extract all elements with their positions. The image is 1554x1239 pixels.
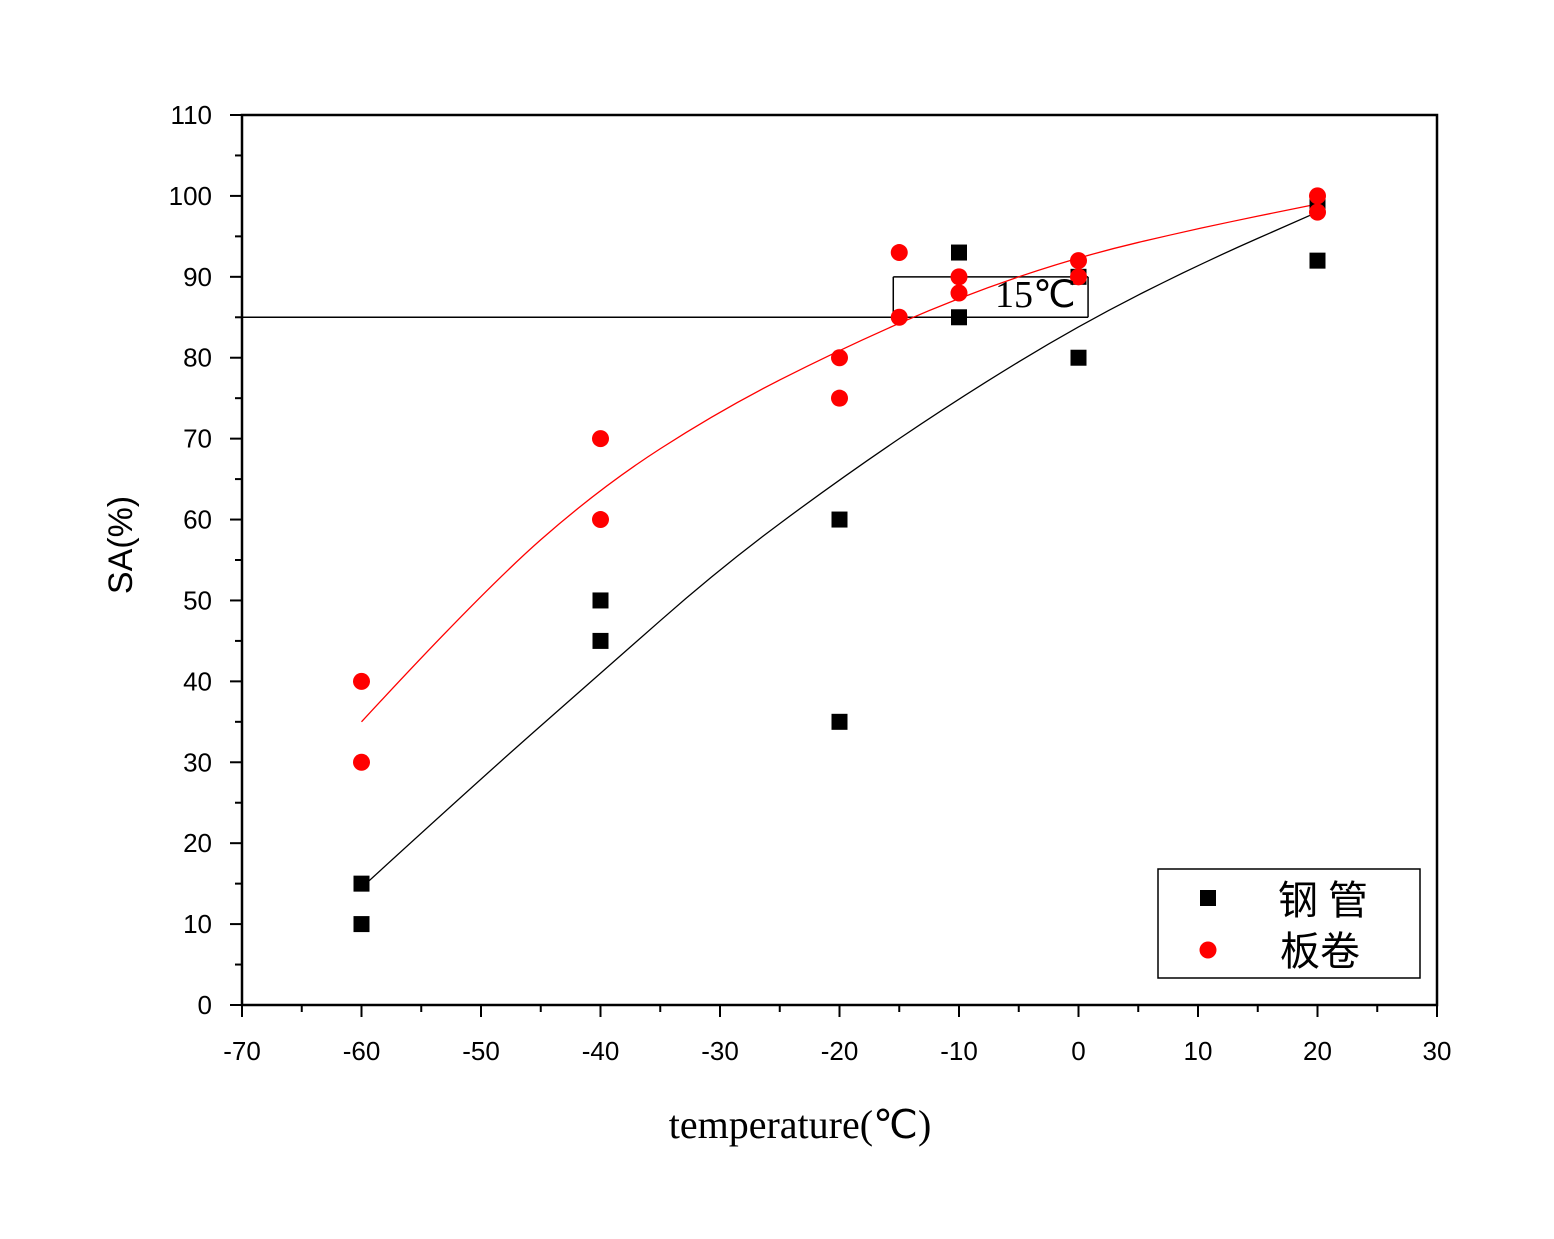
y-tick-label: 80	[183, 343, 212, 373]
y-tick-labels: 0 10 20 30 40 50 60 70 80 90 100 110	[169, 100, 212, 1020]
legend: 钢 管 板卷	[1157, 868, 1421, 979]
data-point-square	[951, 244, 967, 261]
y-tick-label: 70	[183, 424, 212, 454]
data-point-circle	[592, 511, 609, 529]
x-tick-label: -40	[582, 1036, 620, 1066]
y-tick-label: 60	[183, 505, 212, 535]
data-point-circle	[890, 244, 908, 262]
data-point-circle	[1309, 187, 1326, 205]
y-tick-label: 90	[183, 262, 212, 292]
y-tick-label: 0	[198, 990, 212, 1020]
y-tick-label: 40	[183, 666, 212, 696]
data-point-circle	[1309, 203, 1326, 221]
data-point-square	[1070, 349, 1087, 366]
legend-box	[1157, 868, 1421, 979]
x-tick-label: -30	[701, 1036, 739, 1066]
data-point-circle	[1070, 268, 1087, 286]
data-points	[353, 187, 1326, 933]
y-tick-label: 10	[183, 909, 212, 939]
data-point-circle	[950, 268, 968, 286]
y-axis-title: SA(%)	[102, 496, 140, 594]
legend-marker-square	[1200, 890, 1216, 906]
data-point-square	[353, 916, 370, 933]
data-point-square	[831, 511, 848, 528]
data-point-square	[592, 632, 609, 649]
data-point-circle	[831, 349, 848, 367]
x-tick-label: -20	[821, 1036, 859, 1066]
data-point-circle	[592, 430, 609, 448]
data-point-circle	[831, 389, 848, 407]
data-point-circle	[1070, 252, 1087, 270]
y-tick-label: 100	[169, 181, 212, 211]
data-point-square	[1309, 252, 1326, 269]
annotation-layer	[242, 276, 1089, 319]
plot-frame	[240, 113, 1439, 1007]
x-tick-label: -70	[223, 1036, 261, 1066]
data-point-circle	[950, 284, 968, 302]
fit-curves	[361, 203, 1318, 889]
x-tick-label: 10	[1184, 1036, 1213, 1066]
y-tick-label: 20	[183, 828, 212, 858]
legend-marker-circle	[1199, 941, 1217, 959]
y-tick-label: 30	[183, 747, 212, 777]
data-point-square	[831, 713, 848, 730]
x-tick-label: -60	[343, 1036, 381, 1066]
legend-label-plate-coil: 板卷	[1280, 929, 1360, 974]
x-tick-label: -50	[462, 1036, 500, 1066]
x-tick-label: 30	[1423, 1036, 1452, 1066]
data-point-square	[353, 875, 370, 892]
x-tick-label: 0	[1071, 1036, 1085, 1066]
y-tick-label: 50	[183, 585, 212, 615]
x-axis-title: temperature(℃)	[669, 1102, 932, 1147]
x-tick-labels: -70 -60 -50 -40 -30 -20 -10 0 10 20 30	[223, 1036, 1451, 1066]
data-point-circle	[353, 672, 370, 690]
data-point-square	[951, 309, 967, 326]
legend-label-steel-pipe: 钢 管	[1278, 878, 1368, 923]
y-tick-label: 110	[171, 100, 212, 130]
data-point-circle	[353, 753, 370, 771]
x-tick-label: 20	[1303, 1036, 1332, 1066]
fit-curve-series-1	[361, 203, 1318, 723]
fit-curve-series-0	[361, 211, 1318, 889]
data-point-circle	[890, 308, 908, 326]
x-tick-label: -10	[940, 1036, 978, 1066]
data-point-square	[592, 592, 609, 609]
annotation-label: 15℃	[995, 274, 1076, 316]
